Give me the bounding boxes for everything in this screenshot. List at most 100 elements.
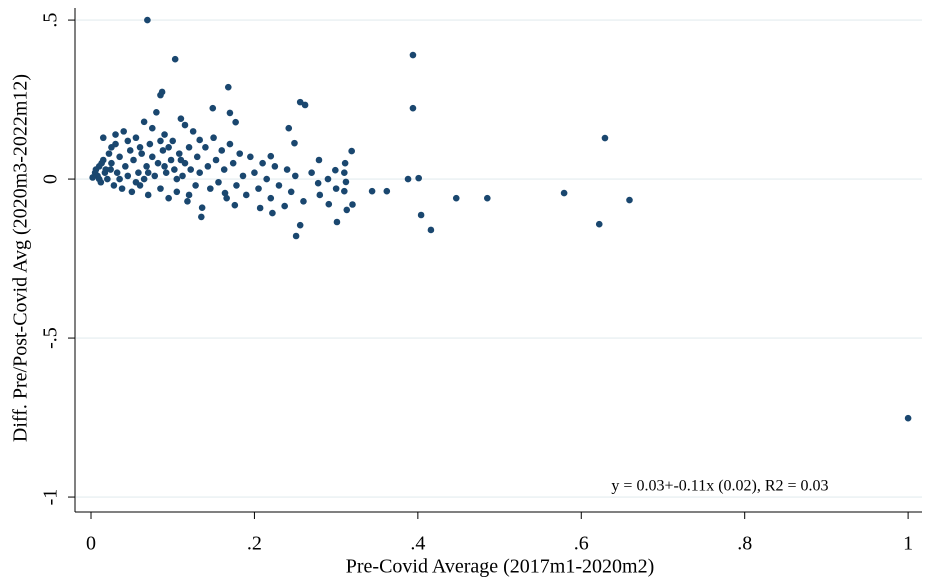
point — [484, 194, 491, 202]
point — [171, 55, 179, 63]
point — [226, 140, 234, 148]
point — [292, 232, 300, 240]
y-tick-label: -.5 — [40, 327, 62, 349]
point — [221, 189, 229, 197]
point — [132, 178, 140, 186]
point — [342, 178, 350, 186]
point — [409, 51, 417, 59]
point — [124, 137, 132, 145]
point — [153, 108, 160, 116]
point — [89, 174, 96, 181]
point — [184, 198, 191, 205]
x-tick-label: 0 — [86, 533, 96, 555]
point — [383, 187, 391, 195]
point — [595, 220, 603, 228]
point — [154, 159, 162, 167]
point — [233, 182, 240, 189]
point — [417, 211, 425, 219]
point — [95, 175, 103, 183]
point — [173, 188, 181, 196]
point — [116, 153, 123, 161]
x-axis-title: Pre-Covid Average (2017m1-2020m2) — [346, 556, 654, 578]
point — [144, 169, 152, 177]
point — [108, 159, 115, 167]
point — [101, 169, 109, 177]
point — [224, 83, 232, 91]
x-tick-label: .6 — [574, 533, 589, 555]
point — [283, 166, 291, 173]
point — [193, 153, 201, 161]
point — [314, 179, 322, 187]
point — [226, 109, 234, 117]
point — [218, 147, 226, 154]
point — [236, 150, 244, 157]
point — [136, 143, 144, 151]
x-tick-label: .2 — [247, 533, 262, 555]
point — [113, 169, 121, 177]
point — [210, 134, 217, 142]
point — [325, 200, 333, 208]
point — [185, 143, 193, 151]
point — [332, 185, 340, 192]
point — [185, 191, 193, 199]
point — [296, 221, 304, 229]
point — [187, 166, 195, 173]
point — [144, 191, 152, 199]
point — [368, 187, 376, 195]
point — [308, 169, 315, 177]
point — [341, 159, 349, 167]
point — [301, 101, 309, 109]
point — [267, 152, 275, 160]
point — [271, 163, 279, 170]
point — [165, 194, 172, 202]
point — [904, 414, 912, 422]
point — [198, 204, 206, 211]
point — [296, 98, 304, 106]
point — [285, 124, 293, 132]
point — [204, 163, 212, 170]
point — [143, 163, 150, 170]
point — [316, 191, 324, 199]
point — [239, 172, 247, 180]
point — [116, 175, 123, 183]
point — [626, 196, 633, 204]
point — [122, 163, 129, 170]
x-tick-label: 1 — [903, 533, 913, 555]
point — [207, 185, 214, 192]
point — [349, 201, 356, 208]
point — [92, 166, 100, 173]
y-axis-title: Diff. Pre/Post-Covid Avg (2020m3-2022m12… — [10, 74, 32, 442]
point — [267, 194, 275, 202]
point — [171, 166, 178, 173]
y-tick-label: 0 — [40, 174, 62, 184]
point — [148, 153, 156, 161]
point — [130, 156, 137, 164]
point — [251, 169, 258, 177]
point — [161, 131, 168, 138]
point — [108, 143, 115, 151]
point — [140, 118, 148, 126]
point — [135, 169, 142, 177]
point — [341, 169, 348, 177]
point — [107, 166, 114, 173]
point — [126, 147, 134, 154]
point — [229, 159, 237, 167]
annotation: y = 0.03+-0.11x (0.02), R2 = 0.03 — [611, 478, 828, 495]
point — [118, 185, 126, 192]
point — [291, 139, 298, 147]
point — [177, 156, 185, 164]
point — [287, 188, 295, 196]
point — [179, 172, 186, 180]
point — [161, 163, 168, 170]
point — [196, 169, 203, 177]
point — [281, 202, 288, 210]
point — [601, 134, 609, 142]
point — [255, 185, 262, 192]
point — [409, 104, 417, 112]
point — [404, 175, 412, 183]
point — [120, 128, 127, 135]
point — [157, 137, 164, 145]
point — [291, 172, 299, 180]
point — [333, 218, 341, 226]
